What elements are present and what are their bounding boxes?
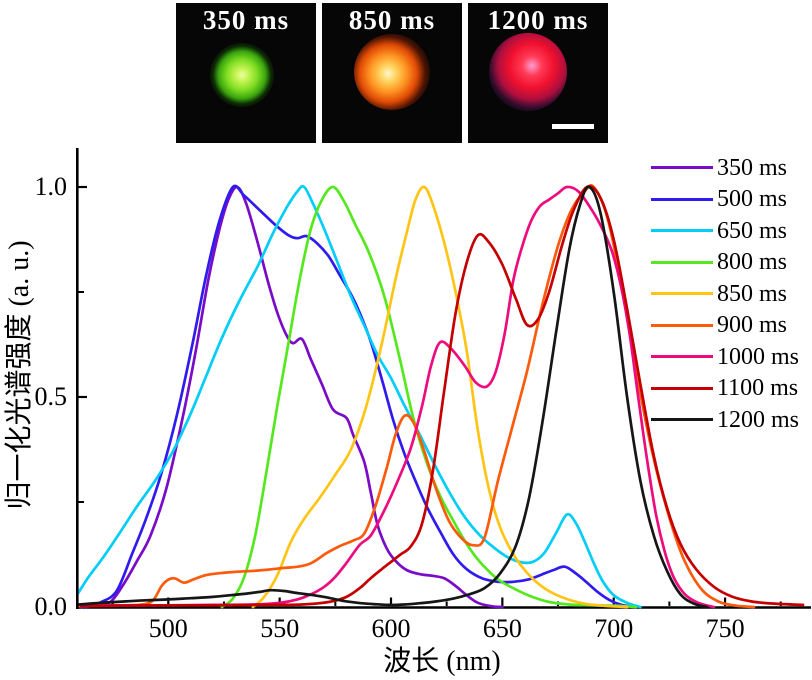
legend-line-swatch [651, 386, 713, 390]
fluorescence-spot-red-icon [489, 33, 567, 111]
legend-line-swatch [651, 355, 713, 359]
legend-item: 900 ms [651, 310, 799, 342]
spectra-curves [78, 183, 805, 609]
legend-item: 1100 ms [651, 373, 799, 405]
legend-label: 900 ms [717, 312, 788, 339]
y-axis-title: 归一化光谱强度 (a. u.) [3, 240, 35, 509]
x-tick-label: 750 [706, 614, 745, 643]
scale-bar [552, 124, 594, 129]
legend-line-swatch [651, 418, 713, 422]
y-tick-label: 1.0 [35, 172, 68, 201]
y-tick-label: 0.5 [35, 382, 68, 411]
legend-item: 800 ms [651, 247, 799, 279]
spectrum-curve-350ms [80, 185, 504, 609]
x-tick-label: 500 [149, 614, 188, 643]
legend-item: 500 ms [651, 184, 799, 216]
inset-350ms-label: 350 ms [202, 5, 290, 35]
inset-strip: 350 ms 850 ms 1200 ms [0, 0, 812, 146]
spectrum-curve-1200ms [78, 185, 709, 609]
x-tick-label: 550 [260, 614, 299, 643]
axes [76, 148, 811, 609]
fluorescence-spot-orange-icon [354, 34, 430, 110]
legend-label: 800 ms [717, 249, 788, 276]
inset-850ms: 850 ms [322, 3, 462, 143]
legend-label: 1100 ms [717, 375, 799, 402]
legend-label: 350 ms [717, 154, 788, 181]
spectrum-curve-850ms [251, 185, 629, 609]
spectrum-curve-1100ms [80, 185, 805, 608]
legend-line-swatch [651, 323, 713, 327]
spectrum-curve-1000ms [80, 185, 716, 609]
legend-line-swatch [651, 229, 713, 233]
x-axis-title: 波长 (nm) [383, 645, 500, 677]
legend-line-swatch [651, 197, 713, 201]
legend-item: 1000 ms [651, 341, 799, 373]
x-tick-label: 600 [372, 614, 411, 643]
legend-item: 650 ms [651, 215, 799, 247]
y-tick-label: 0.0 [35, 592, 68, 621]
legend-label: 1000 ms [717, 343, 800, 370]
legend-line-swatch [651, 260, 713, 264]
legend: 350 ms 500 ms 650 ms 800 ms 850 ms 900 ms 1000… [651, 152, 799, 436]
inset-350ms: 350 ms [176, 3, 316, 143]
legend-line-swatch [651, 166, 713, 170]
inset-1200ms: 1200 ms [468, 3, 608, 143]
legend-label: 650 ms [717, 217, 788, 244]
inset-850ms-label: 850 ms [348, 5, 436, 35]
x-tick-label: 700 [594, 614, 633, 643]
fluorescence-spot-green-icon [210, 43, 274, 107]
legend-line-swatch [651, 292, 713, 296]
inset-1200ms-label: 1200 ms [487, 5, 589, 35]
legend-item: 350 ms [651, 152, 799, 184]
legend-label: 1200 ms [717, 406, 800, 433]
x-tick-label: 650 [483, 614, 522, 643]
spectrum-curve-800ms [220, 185, 638, 609]
legend-label: 500 ms [717, 186, 788, 213]
legend-item: 850 ms [651, 278, 799, 310]
spectrum-curve-650ms [78, 184, 642, 609]
legend-item: 1200 ms [651, 404, 799, 436]
legend-label: 850 ms [717, 280, 788, 307]
